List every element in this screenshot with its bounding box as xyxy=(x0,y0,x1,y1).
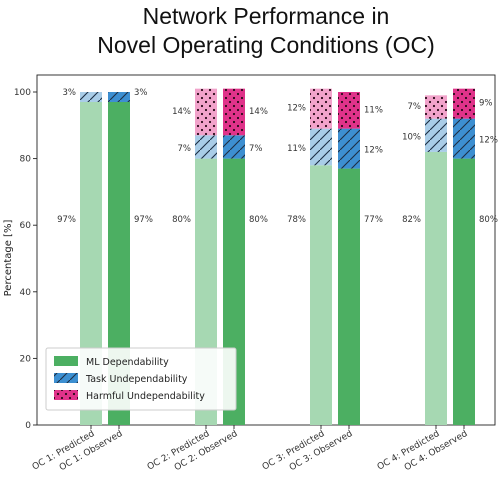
bar-segment-hatch xyxy=(425,118,447,152)
data-label: 3% xyxy=(63,88,77,98)
y-tick-label: 40 xyxy=(20,288,32,298)
bar-segment xyxy=(108,101,130,426)
data-label: 7% xyxy=(178,144,192,154)
data-label: 11% xyxy=(364,105,383,115)
chart-title-line-1: Network Performance in xyxy=(143,3,390,29)
y-axis-label: Percentage [%] xyxy=(3,220,14,297)
data-label: 7% xyxy=(408,102,422,112)
data-label: 97% xyxy=(134,215,153,225)
legend-swatch-hatch xyxy=(54,390,78,400)
bar-segment-hatch xyxy=(310,88,332,129)
bar-segment-hatch xyxy=(338,128,360,169)
bar-segment-hatch xyxy=(195,135,217,159)
legend-box xyxy=(45,347,237,411)
bar-segment xyxy=(310,165,332,425)
bar-segment-hatch xyxy=(453,118,475,159)
bar-segment-hatch xyxy=(80,92,102,102)
data-label: 78% xyxy=(287,215,306,225)
y-tick-label: 60 xyxy=(20,221,32,231)
bar-segment-hatch xyxy=(425,95,447,119)
data-label: 97% xyxy=(57,215,76,225)
data-label: 9% xyxy=(479,99,493,109)
bar-segment-hatch xyxy=(195,88,217,136)
chart-title-line-2: Novel Operating Conditions (OC) xyxy=(97,32,434,58)
legend-swatch xyxy=(54,356,78,366)
legend-entry: ML Dependability xyxy=(86,357,169,368)
bar-segment-hatch xyxy=(338,92,360,129)
data-label: 80% xyxy=(479,215,498,225)
legend-swatch-hatch xyxy=(54,373,78,383)
y-tick-label: 100 xyxy=(14,88,31,98)
bar-segment-hatch xyxy=(453,88,475,119)
data-label: 14% xyxy=(249,107,268,117)
legend: ML Dependability Task Undependability Harm… xyxy=(45,347,237,411)
data-label: 7% xyxy=(249,144,263,154)
y-tick-label: 0 xyxy=(25,421,31,431)
data-label: 80% xyxy=(249,215,268,225)
bar-segment-hatch xyxy=(223,88,245,136)
data-label: 77% xyxy=(364,215,383,225)
data-label: 80% xyxy=(172,215,191,225)
data-label: 11% xyxy=(287,144,306,154)
legend-entry: Harmful Undependability xyxy=(86,391,205,402)
data-label: 12% xyxy=(479,136,498,146)
y-tick-label: 20 xyxy=(20,354,32,364)
bar-segment xyxy=(425,151,447,425)
data-label: 10% xyxy=(402,132,421,142)
bar-segment-hatch xyxy=(310,128,332,166)
data-label: 82% xyxy=(402,215,421,225)
bar-segment-hatch xyxy=(108,92,130,102)
data-label: 14% xyxy=(172,107,191,117)
bar-segment xyxy=(338,168,360,425)
axes-frame xyxy=(36,74,496,426)
data-label: 12% xyxy=(287,104,306,114)
data-label: 3% xyxy=(134,88,148,98)
y-tick-label: 80 xyxy=(20,155,32,165)
bar-segment xyxy=(453,158,475,425)
bar-segment xyxy=(80,101,102,426)
data-label: 12% xyxy=(364,146,383,156)
bar-segment-hatch xyxy=(223,135,245,159)
legend-entry: Task Undependability xyxy=(85,374,188,385)
